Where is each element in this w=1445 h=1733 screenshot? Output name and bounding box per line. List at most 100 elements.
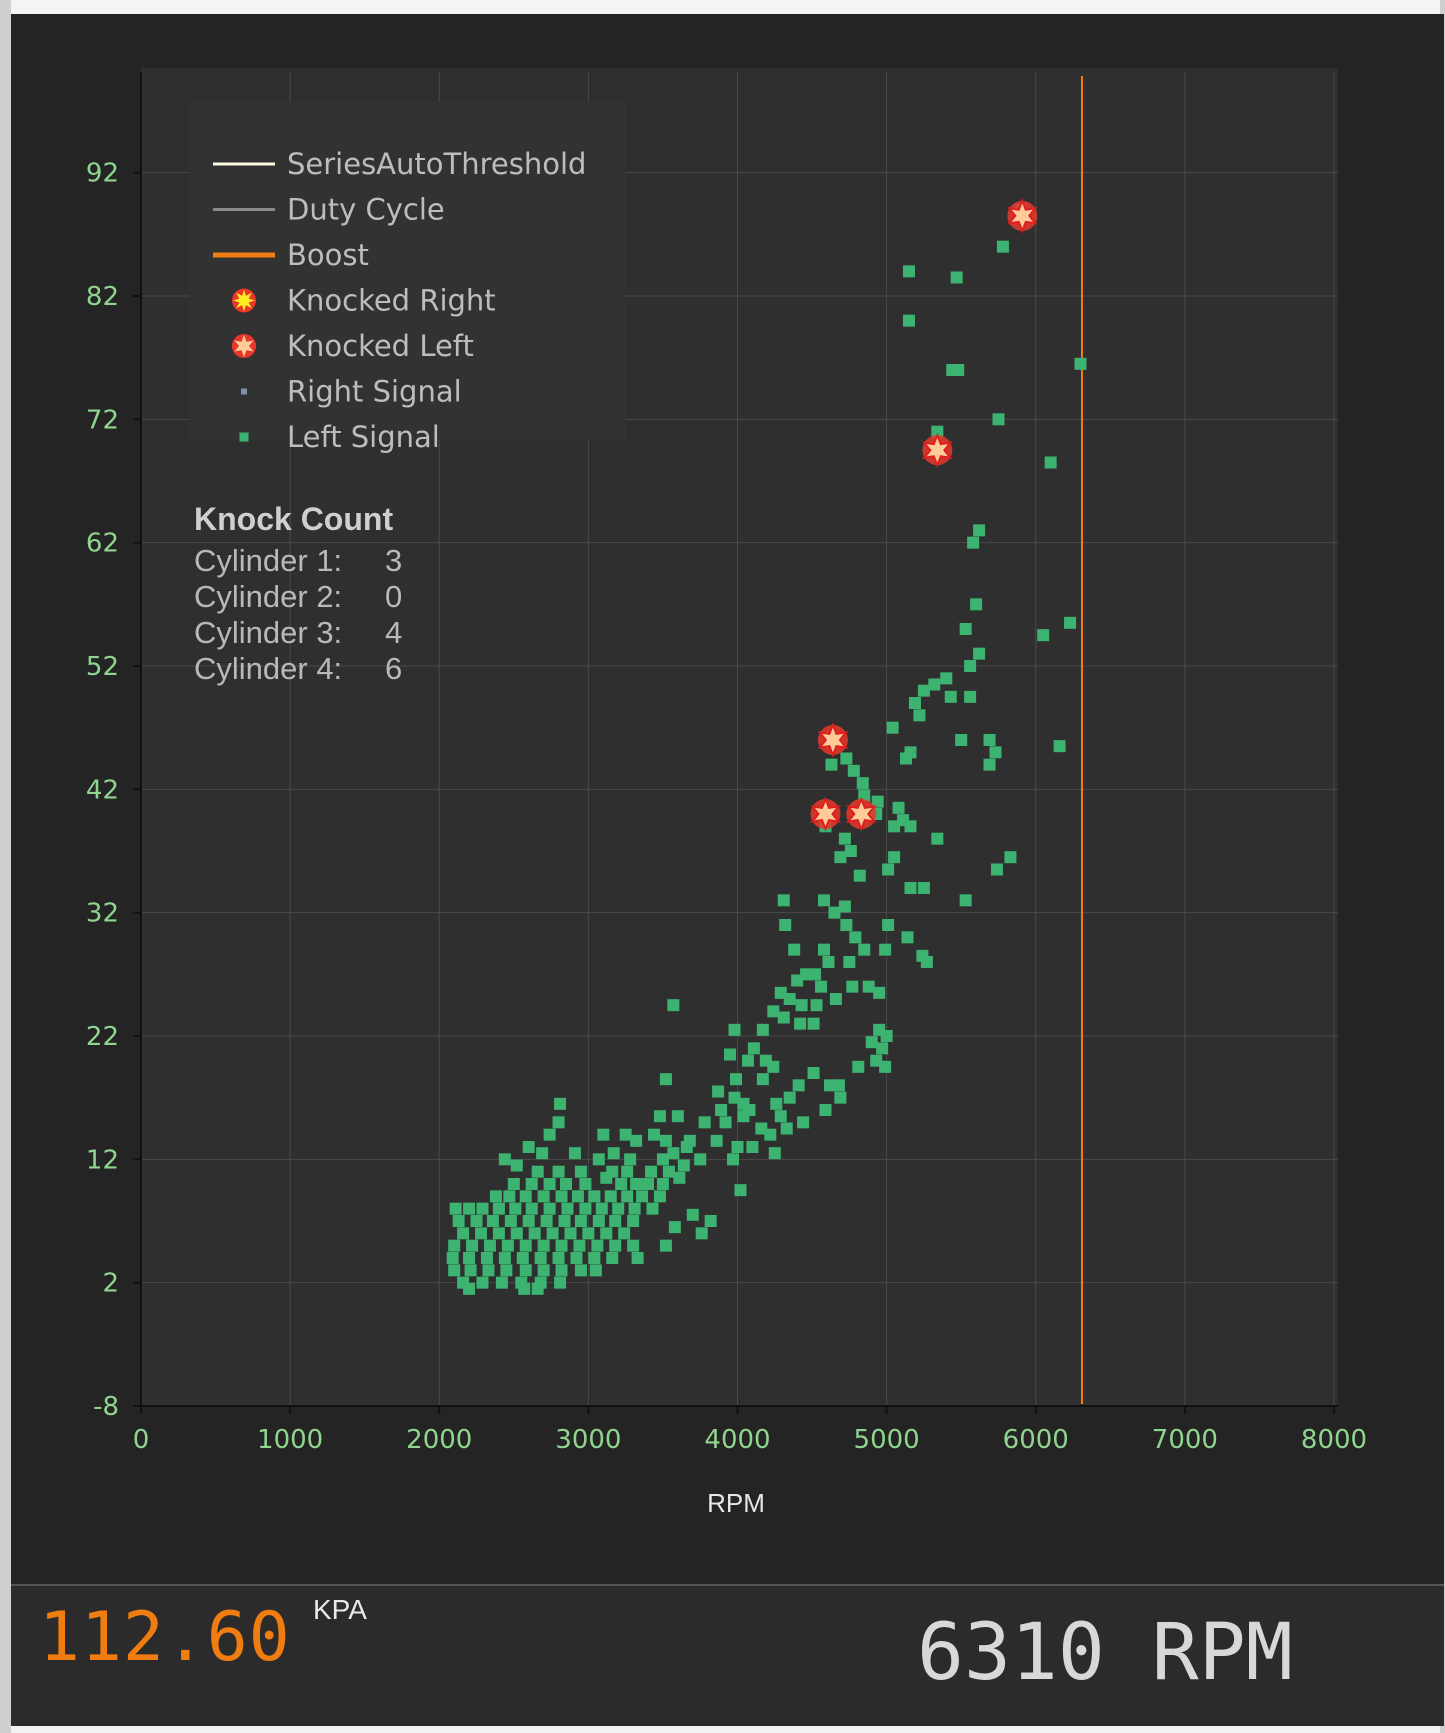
left-signal-point bbox=[838, 832, 851, 845]
left-signal-point bbox=[489, 1190, 502, 1203]
left-signal-point bbox=[466, 1239, 479, 1252]
left-signal-point bbox=[817, 943, 830, 956]
x-tick-label: 2000 bbox=[406, 1425, 472, 1455]
legend-item: SeriesAutoThreshold bbox=[213, 147, 586, 181]
left-signal-point bbox=[560, 1178, 573, 1190]
left-signal-point bbox=[452, 1215, 465, 1227]
legend-box bbox=[189, 102, 626, 440]
left-signal-point bbox=[627, 1215, 640, 1227]
left-signal-point bbox=[886, 721, 899, 734]
left-signal-point bbox=[680, 1141, 693, 1153]
left-signal-point bbox=[595, 1202, 608, 1215]
legend-square-swatch bbox=[239, 432, 249, 442]
left-signal-point bbox=[463, 1202, 476, 1215]
left-signal-point bbox=[518, 1282, 531, 1295]
left-signal-point bbox=[904, 882, 917, 894]
left-signal-point bbox=[888, 851, 901, 864]
left-signal-point bbox=[492, 1202, 505, 1215]
left-signal-point bbox=[607, 1147, 620, 1160]
x-tick-label: 5000 bbox=[854, 1425, 920, 1455]
knock-count-value: 3 bbox=[385, 543, 402, 578]
x-tick-label: 6000 bbox=[1003, 1425, 1069, 1455]
y-tick-label: -8 bbox=[93, 1392, 119, 1422]
left-signal-point bbox=[730, 1073, 743, 1086]
left-signal-point bbox=[901, 931, 914, 944]
left-signal-point bbox=[536, 1147, 549, 1160]
left-signal-point bbox=[846, 980, 859, 993]
left-signal-point bbox=[950, 271, 963, 284]
left-signal-point bbox=[741, 1054, 754, 1067]
left-signal-point bbox=[642, 1178, 655, 1190]
knock-star bbox=[810, 796, 841, 832]
left-signal-point bbox=[959, 623, 972, 635]
left-signal-point bbox=[900, 752, 913, 765]
x-tick-label: 1000 bbox=[257, 1425, 323, 1455]
left-signal-point bbox=[704, 1215, 717, 1227]
left-signal-point bbox=[852, 1060, 865, 1073]
left-signal-point bbox=[554, 1097, 567, 1110]
knocked-left-icon bbox=[234, 335, 254, 357]
x-tick-label: 4000 bbox=[704, 1425, 770, 1455]
left-signal-point bbox=[882, 863, 895, 876]
left-signal-point bbox=[582, 1227, 595, 1240]
left-signal-point bbox=[970, 598, 983, 611]
legend-label: Boost bbox=[287, 238, 369, 272]
knocked-right-icon bbox=[233, 289, 255, 312]
left-signal-point bbox=[510, 1159, 523, 1172]
left-signal-point bbox=[621, 1190, 634, 1203]
knocked-left-marker bbox=[810, 796, 841, 832]
left-signal-point bbox=[480, 1252, 493, 1264]
left-signal-point bbox=[862, 980, 875, 993]
left-signal-point bbox=[865, 1036, 878, 1049]
left-signal-point bbox=[1053, 740, 1066, 753]
left-signal-point bbox=[973, 524, 986, 537]
left-signal-point bbox=[537, 1264, 550, 1277]
left-signal-point bbox=[931, 832, 944, 845]
left-signal-point bbox=[516, 1252, 529, 1264]
y-tick-label: 32 bbox=[86, 899, 119, 929]
left-signal-point bbox=[737, 1110, 750, 1123]
left-signal-point bbox=[573, 1239, 586, 1252]
knock-count-cylinder-label: Cylinder 1: bbox=[194, 543, 342, 578]
knock-count-value: 0 bbox=[385, 579, 402, 614]
y-tick-label: 22 bbox=[86, 1022, 119, 1052]
left-signal-point bbox=[475, 1227, 488, 1240]
left-signal-point bbox=[959, 894, 972, 907]
legend-label: Left Signal bbox=[287, 420, 440, 454]
left-signal-point bbox=[636, 1190, 649, 1203]
left-signal-point bbox=[673, 1171, 686, 1184]
left-signal-point bbox=[955, 734, 968, 746]
left-signal-point bbox=[849, 931, 862, 944]
left-signal-point bbox=[668, 1221, 681, 1234]
left-signal-point bbox=[659, 1239, 672, 1252]
left-signal-point bbox=[531, 1165, 544, 1178]
left-signal-point bbox=[712, 1085, 725, 1098]
left-signal-point bbox=[482, 1264, 495, 1277]
left-signal-point bbox=[822, 956, 835, 968]
left-signal-point bbox=[677, 1159, 690, 1172]
y-tick-label: 62 bbox=[86, 529, 119, 559]
left-signal-point bbox=[698, 1116, 711, 1129]
left-signal-point bbox=[592, 1215, 605, 1227]
left-signal-point bbox=[928, 678, 941, 691]
left-signal-point bbox=[624, 1153, 637, 1166]
left-signal-point bbox=[952, 364, 965, 376]
left-signal-point bbox=[495, 1276, 508, 1289]
left-signal-point bbox=[579, 1202, 592, 1215]
left-signal-point bbox=[879, 1060, 892, 1073]
left-signal-point bbox=[815, 980, 828, 993]
left-signal-point bbox=[879, 943, 892, 956]
left-signal-point bbox=[747, 1042, 760, 1055]
left-signal-point bbox=[522, 1141, 535, 1153]
left-signal-point bbox=[600, 1227, 613, 1240]
left-signal-point bbox=[931, 425, 944, 438]
left-signal-point bbox=[892, 801, 905, 814]
y-tick-label: 52 bbox=[86, 652, 119, 682]
left-signal-point bbox=[446, 1252, 459, 1264]
left-signal-point bbox=[888, 820, 901, 833]
left-signal-point bbox=[819, 1104, 832, 1116]
legend-item: Knocked Right bbox=[232, 284, 496, 318]
left-signal-point bbox=[609, 1239, 622, 1252]
left-signal-point bbox=[940, 672, 953, 685]
left-signal-point bbox=[492, 1227, 505, 1240]
